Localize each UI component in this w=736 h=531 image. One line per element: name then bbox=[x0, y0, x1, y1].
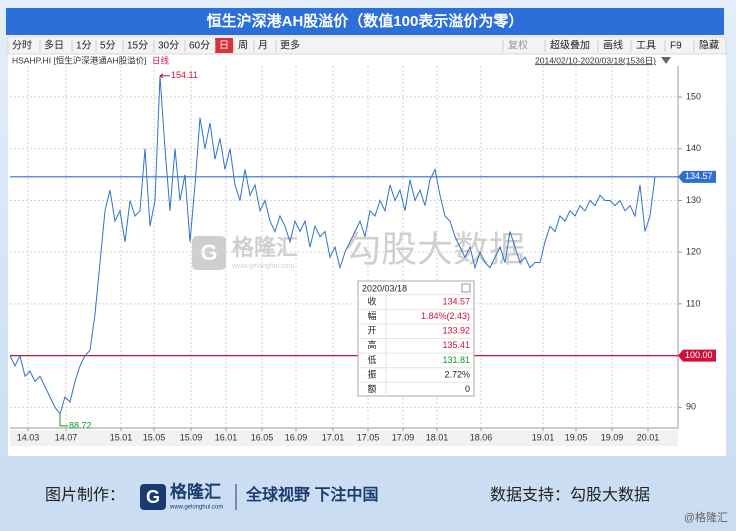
tooltip-value: 135.41 bbox=[442, 340, 470, 350]
watermark-source: 勾股大数据 bbox=[345, 229, 525, 270]
toolbar-tab[interactable]: 30分 bbox=[158, 40, 179, 52]
x-axis-band bbox=[10, 430, 678, 446]
x-tick-label: 19.01 bbox=[532, 432, 555, 442]
chart-title: 恒生沪深港AH股溢价（数值100表示溢价为零） bbox=[207, 12, 524, 30]
watermark: G 格隆汇 www.gelonghui.com 勾股大数据 bbox=[192, 229, 525, 270]
x-tick-label: 19.05 bbox=[565, 432, 588, 442]
tooltip-key: 开 bbox=[367, 326, 376, 336]
x-tick-label: 14.07 bbox=[55, 432, 78, 442]
y-tick-label: 120 bbox=[686, 247, 701, 257]
tooltip-key: 收 bbox=[367, 295, 376, 306]
x-tick-label: 15.01 bbox=[110, 432, 133, 442]
tooltip-date: 2020/03/18 bbox=[362, 283, 407, 293]
watermark-logo bbox=[192, 236, 226, 270]
toolbar-tab[interactable]: 周 bbox=[238, 40, 248, 52]
x-tick-label: 17.05 bbox=[357, 432, 380, 442]
x-tick-label: 16.01 bbox=[215, 432, 238, 442]
dropdown-icon[interactable] bbox=[661, 57, 671, 64]
reference-label-box bbox=[678, 170, 716, 183]
tooltip-value: 0 bbox=[465, 384, 470, 394]
x-tick-label: 19.09 bbox=[601, 432, 624, 442]
title-bar bbox=[6, 8, 724, 35]
tooltip-key: 振 bbox=[367, 368, 376, 379]
reference-label: 134.57 bbox=[685, 171, 713, 181]
x-tick-label: 15.05 bbox=[143, 432, 166, 442]
toolbar-button[interactable]: 隐藏 bbox=[699, 40, 719, 52]
min-label: 88.72 bbox=[69, 420, 92, 430]
tooltip-value: 131.81 bbox=[442, 355, 470, 365]
toolbar-button[interactable]: F9 bbox=[670, 41, 682, 52]
x-tick-label: 14.03 bbox=[17, 432, 40, 442]
max-label: 154.11 bbox=[171, 70, 198, 80]
x-tick-label: 16.05 bbox=[251, 432, 274, 442]
tooltip-close[interactable] bbox=[461, 283, 471, 293]
min-pointer bbox=[59, 413, 68, 427]
tooltip-value: 2.72% bbox=[444, 369, 470, 379]
y-tick-label: 90 bbox=[686, 402, 696, 412]
toolbar bbox=[7, 36, 727, 55]
tooltip-key: 低 bbox=[367, 354, 376, 365]
tooltip: 2020/03/18 收 134.57 幅 1.84%(2.43) 开 133.92 高 13… bbox=[357, 280, 475, 397]
toolbar-tab[interactable]: 日 bbox=[219, 41, 229, 52]
symbol: HSAHP.HI [恒生沪深港通AH股溢价] bbox=[12, 55, 146, 65]
x-tick-label: 17.01 bbox=[322, 432, 345, 442]
toolbar-button[interactable]: 工具 bbox=[636, 40, 656, 52]
period: 日线 bbox=[152, 55, 170, 65]
toolbar-button[interactable]: 画线 bbox=[603, 39, 623, 52]
footer-site: www.gelonghui.com bbox=[169, 505, 223, 511]
x-tick-label: 17.09 bbox=[392, 432, 415, 442]
tooltip-key: 额 bbox=[367, 383, 376, 394]
footer-brand: 格隆汇 bbox=[170, 481, 221, 501]
y-tick-label: 150 bbox=[686, 91, 701, 101]
toolbar-button[interactable]: 超级叠加 bbox=[550, 39, 590, 52]
watermark-logo-letter: G bbox=[200, 240, 217, 265]
x-tick-label: 16.09 bbox=[285, 432, 308, 442]
y-tick-label: 140 bbox=[686, 143, 701, 153]
tooltip-key: 幅 bbox=[367, 310, 376, 321]
toolbar-tab[interactable]: 15分 bbox=[127, 40, 148, 52]
reference-label-box bbox=[678, 349, 716, 362]
footer-credit: @格隆汇 bbox=[684, 510, 728, 524]
tooltip-value: 134.57 bbox=[442, 296, 470, 306]
toolbar-tab[interactable]: 更多 bbox=[280, 39, 300, 52]
toolbar-tab[interactable]: 分时 bbox=[12, 40, 32, 52]
toolbar-tab[interactable]: 60分 bbox=[189, 40, 210, 52]
max-pointer bbox=[159, 73, 170, 79]
footer-data-source: 数据支持：勾股大数据 bbox=[490, 486, 650, 504]
footer-logo-letter: G bbox=[146, 487, 160, 507]
tooltip-value: 1.84%(2.43) bbox=[421, 311, 470, 321]
footer-logo bbox=[140, 484, 166, 510]
tooltip-key: 高 bbox=[367, 339, 376, 350]
toolbar-tab[interactable]: 5分 bbox=[100, 40, 116, 52]
watermark-site: www.gelonghui.com bbox=[231, 263, 294, 270]
toolbar-tab[interactable]: 1分 bbox=[76, 40, 92, 52]
date-range: 2014/02/10-2020/03/18(1536日) bbox=[535, 55, 656, 65]
x-tick-label: 20.01 bbox=[637, 432, 660, 442]
tooltip-value: 133.92 bbox=[442, 326, 470, 336]
toolbar-button[interactable]: 复权 bbox=[508, 39, 528, 52]
footer-made-by: 图片制作： bbox=[45, 486, 125, 504]
toolbar-tab[interactable]: 月 bbox=[258, 40, 268, 52]
y-tick-label: 130 bbox=[686, 195, 701, 205]
reference-label: 100.00 bbox=[685, 350, 713, 360]
toolbar-tab[interactable]: 多日 bbox=[44, 39, 64, 52]
y-tick-label: 110 bbox=[686, 298, 700, 308]
x-tick-label: 18.06 bbox=[470, 432, 493, 442]
watermark-brand: 格隆汇 bbox=[232, 235, 298, 260]
x-tick-label: 15.09 bbox=[180, 432, 203, 442]
active-tab bbox=[215, 38, 233, 53]
series-line bbox=[9, 75, 656, 415]
footer-slogan: 全球视野 下注中国 bbox=[245, 485, 378, 504]
x-tick-label: 18.01 bbox=[426, 432, 449, 442]
